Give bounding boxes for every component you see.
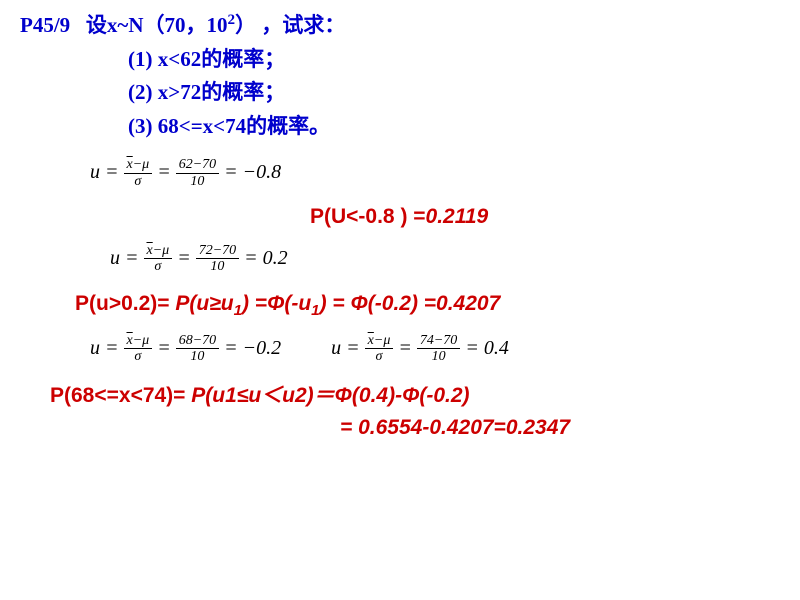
formula-3a: u = x−μ σ = 68−70 10 = −0.2 xyxy=(90,333,281,366)
formula-3b: u = x−μ σ = 74−70 10 = 0.4 xyxy=(331,333,509,366)
problem-statement: P45/9 设x~N（70，102） ，试求： (1) x<62的概率； (2)… xyxy=(20,8,780,143)
frac-xbar-mu-sigma: x−μ σ xyxy=(124,157,153,190)
u-symbol: u xyxy=(90,162,100,184)
formula-2: u = x−μ σ = 72−70 10 = 0.2 xyxy=(110,243,780,276)
answer-3: P(68<=x<74)= P(u1≤u＜u2)＝Φ(0.4)-Φ(-0.2) =… xyxy=(50,380,780,443)
problem-q3: (3) 68<=x<74的概率。 xyxy=(128,110,780,144)
formula-1: u = x−μ σ = 62−70 10 = −0.8 xyxy=(90,157,780,190)
formula-3-row: u = x−μ σ = 68−70 10 = −0.2 u = x−μ σ = … xyxy=(90,333,780,366)
answer-1: P(U<-0.8 ) =0.2119 xyxy=(310,205,780,229)
answer-2: P(u>0.2)= P(u≥u1) =Φ(-u1) = Φ(-0.2) =0.4… xyxy=(75,292,780,319)
problem-stem: 设x~N（70，10 xyxy=(86,13,228,37)
problem-stem-tail: ） ，试求： xyxy=(235,13,345,37)
problem-sup: 2 xyxy=(228,12,236,28)
problem-ref: P45/9 xyxy=(20,13,70,37)
frac-1: 62−70 10 xyxy=(176,157,219,190)
problem-line-1: P45/9 设x~N（70，102） ，试求： xyxy=(20,8,780,43)
problem-q1: (1) x<62的概率； xyxy=(128,43,780,77)
answer-3-line2: = 0.6554-0.4207=0.2347 xyxy=(340,412,780,444)
problem-q2: (2) x>72的概率； xyxy=(128,76,780,110)
answer-3-line1: P(68<=x<74)= P(u1≤u＜u2)＝Φ(0.4)-Φ(-0.2) xyxy=(50,380,780,412)
f1-result: −0.8 xyxy=(243,162,282,184)
